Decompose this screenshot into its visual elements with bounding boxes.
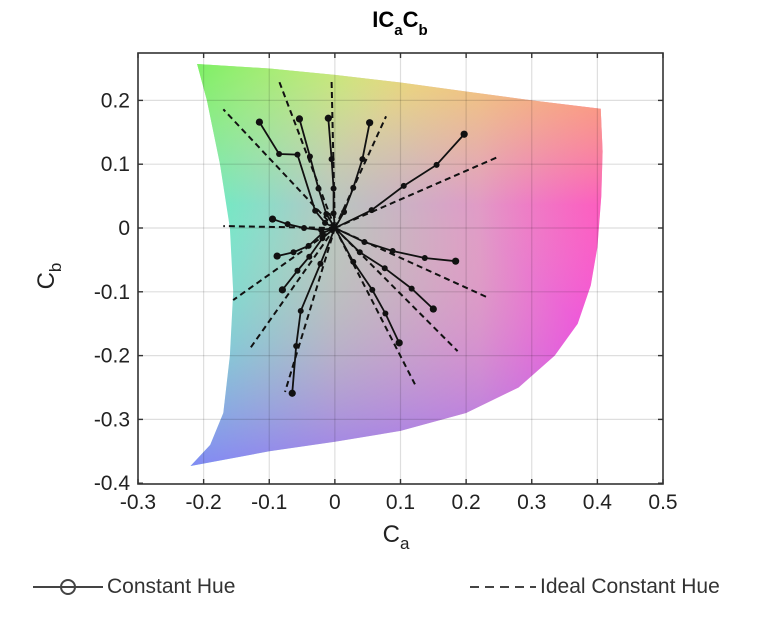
data-point	[273, 252, 281, 260]
data-point	[328, 156, 335, 163]
data-point	[318, 226, 325, 233]
legend-label-constant-hue: Constant Hue	[107, 575, 236, 598]
data-point	[322, 219, 329, 226]
axis-ticks: -0.3 -0.2 -0.1 0 0.1 0.2 0.3 0.4 0.5 0.2 0.1 0 -0.1 -…	[94, 53, 678, 514]
x-tick-label: 0.2	[452, 491, 481, 514]
x-tick-label: -0.1	[251, 491, 287, 514]
data-point	[297, 307, 304, 314]
solid-circle-line-icon	[33, 579, 103, 595]
data-point	[341, 209, 348, 216]
data-point	[452, 257, 460, 265]
x-tick-label: 0.5	[648, 491, 677, 514]
x-tick-label: -0.2	[186, 491, 222, 514]
data-point	[324, 114, 332, 122]
data-point	[295, 115, 304, 123]
data-point	[389, 247, 396, 254]
data-point	[421, 254, 428, 261]
data-point	[460, 130, 468, 138]
data-point	[350, 258, 357, 265]
ideal-hue-line	[278, 80, 336, 229]
data-point	[315, 185, 322, 192]
data-point	[356, 249, 363, 256]
data-point	[382, 310, 389, 317]
y-tick-label: 0.1	[101, 153, 130, 176]
legend-constant-hue: Constant Hue	[33, 572, 235, 602]
constant-hue-lines	[255, 114, 468, 397]
y-tick-label: -0.2	[94, 345, 130, 368]
data-point	[306, 153, 313, 160]
data-point	[433, 161, 440, 168]
data-point	[317, 260, 324, 267]
ideal-hue-line	[222, 108, 336, 229]
data-point	[294, 267, 301, 274]
data-point	[330, 185, 337, 192]
x-axis-label: Ca	[383, 521, 410, 553]
data-point	[381, 265, 388, 272]
data-point	[359, 156, 366, 163]
data-point	[408, 285, 415, 292]
data-point	[278, 286, 286, 294]
data-point	[293, 343, 300, 350]
data-point	[294, 151, 301, 158]
data-point	[268, 215, 277, 223]
y-tick-label: -0.4	[94, 472, 131, 495]
ideal-hue-line	[232, 227, 336, 301]
data-point	[284, 221, 291, 228]
ideal-hue-line	[284, 227, 336, 393]
dashed-line-icon	[470, 586, 536, 588]
data-point	[323, 210, 330, 217]
chart-title: ICaCb	[372, 7, 427, 39]
x-tick-label: -0.3	[120, 491, 156, 514]
data-point	[369, 286, 376, 293]
ideal-hue-line	[334, 227, 489, 299]
x-tick-label: 0.3	[517, 491, 546, 514]
ideal-constant-hue-lines	[222, 80, 500, 393]
legend-ideal-constant-hue: Ideal Constant Hue	[470, 572, 720, 602]
data-point	[276, 150, 283, 157]
data-point	[395, 339, 403, 347]
data-point	[366, 119, 374, 127]
data-point	[301, 225, 308, 231]
data-point	[305, 242, 312, 249]
y-tick-label: 0	[118, 217, 130, 240]
data-point	[350, 184, 357, 191]
data-point	[312, 207, 319, 214]
data-point	[306, 253, 313, 260]
y-tick-label: 0.2	[101, 89, 130, 112]
data-point	[290, 249, 297, 256]
data-point	[400, 182, 407, 189]
x-tick-label: 0.1	[386, 491, 415, 514]
data-point	[319, 235, 326, 242]
grid	[138, 53, 663, 484]
data-point	[255, 118, 264, 126]
data-point	[330, 210, 337, 217]
data-point	[361, 239, 368, 246]
ideal-hue-line	[223, 225, 335, 229]
data-point	[288, 389, 296, 397]
x-tick-label: 0	[329, 491, 341, 514]
x-tick-label: 0.4	[583, 491, 613, 514]
y-tick-label: -0.3	[94, 408, 130, 431]
y-axis-label: Cb	[33, 263, 65, 290]
data-point	[368, 207, 375, 214]
data-point	[429, 305, 437, 313]
y-tick-label: -0.1	[94, 281, 130, 304]
ideal-hue-line	[334, 227, 459, 352]
legend-label-ideal-constant-hue: Ideal Constant Hue	[540, 575, 720, 598]
ideal-hue-line	[250, 227, 336, 348]
